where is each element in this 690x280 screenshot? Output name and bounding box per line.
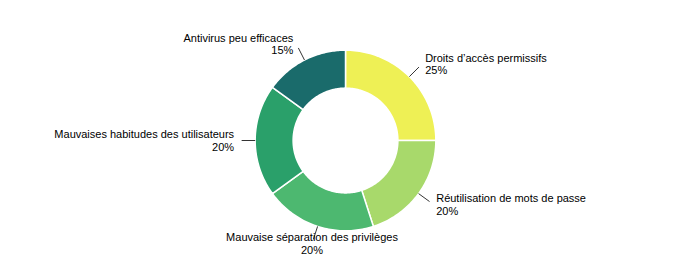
svg-text:Mauvaises habitudes des utilis: Mauvaises habitudes des utilisateurs20% <box>54 128 234 153</box>
svg-text:Droits d’accès permissifs25%: Droits d’accès permissifs25% <box>425 52 547 77</box>
svg-text:Antivirus peu efficaces15%: Antivirus peu efficaces15% <box>183 32 293 57</box>
svg-text:Mauvaise séparation des privil: Mauvaise séparation des privilèges20% <box>226 231 398 256</box>
svg-text:Réutilisation de mots de passe: Réutilisation de mots de passe20% <box>436 192 586 217</box>
